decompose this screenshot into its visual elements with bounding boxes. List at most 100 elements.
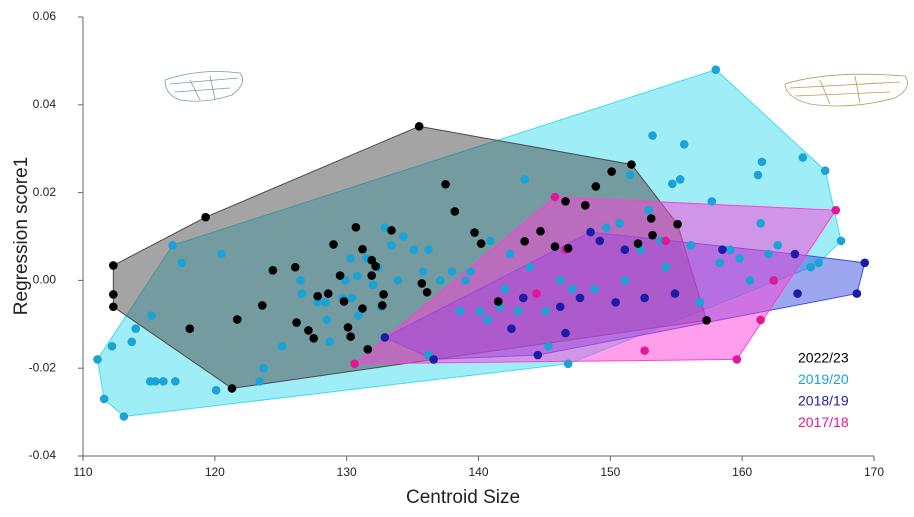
point [513,306,523,316]
y-tick-label: 0.00 [33,273,57,287]
point [667,179,677,189]
point [151,377,160,386]
point [520,175,529,184]
point [435,276,445,285]
point [455,306,465,316]
point [745,276,755,285]
point [675,175,685,184]
point [711,65,721,74]
y-tick-label: 0.06 [33,9,57,23]
point [461,276,470,285]
point [429,355,438,364]
point [620,276,630,285]
point [595,236,605,246]
x-tick-label: 160 [732,465,752,479]
point [702,316,711,325]
point [735,254,744,263]
point [424,245,433,254]
x-axis-title: Centroid Size [406,487,520,508]
point [798,153,808,162]
point [483,315,493,325]
point [586,227,595,237]
point [806,262,816,272]
y-tick-label: 0.02 [33,185,57,199]
point [257,301,267,310]
y-tick-label: -0.04 [29,448,57,462]
point [127,337,137,347]
point [107,341,117,351]
point [646,214,656,223]
point [561,328,570,338]
point [297,289,307,298]
wing-right [784,73,908,107]
x-tick-label: 110 [73,465,92,479]
legend-label: 2019/20 [798,371,849,387]
point [201,212,210,222]
point [325,337,334,347]
point [500,284,510,294]
point [615,219,624,228]
point [831,205,841,215]
point [633,239,643,248]
point [602,223,611,233]
point [211,385,221,395]
point [732,355,742,364]
x-tick-label: 130 [337,465,357,479]
point [814,258,823,268]
point [371,262,380,271]
point [335,271,345,280]
point [493,297,503,306]
point [347,293,357,303]
y-tick-label: 0.04 [33,97,57,111]
point [450,207,460,216]
point [563,359,573,369]
point [753,170,763,180]
point [670,289,680,298]
point [769,276,779,285]
point [363,345,373,354]
point [661,262,671,272]
point [726,245,735,254]
point [673,219,682,229]
point [591,182,601,191]
point [520,237,529,246]
wing-left [164,71,244,102]
point [350,359,359,369]
point [159,377,168,386]
point [109,302,118,312]
point [640,293,649,303]
point [679,140,689,149]
point [109,261,118,270]
point [648,131,657,140]
x-tick-label: 170 [864,465,884,479]
point [620,245,630,254]
point [707,197,717,206]
y-axis-title: Regression score1 [11,157,32,315]
point [836,236,846,246]
point [321,298,330,307]
y-tick-label: -0.02 [29,360,57,374]
legend-label: 2017/18 [798,414,849,430]
point [541,306,551,316]
point [367,255,377,265]
x-tick-label: 140 [468,465,488,479]
legend-label: 2018/19 [798,393,849,409]
point [399,232,408,241]
point [277,341,287,351]
point [109,290,118,299]
point [168,240,177,250]
point [170,377,180,386]
point [607,167,616,176]
point [718,245,727,254]
point [756,315,765,325]
point [447,267,457,276]
point [611,298,620,307]
point [625,170,635,180]
point [519,293,528,303]
point [358,304,367,313]
point [329,240,338,249]
point [387,240,396,250]
point [309,334,319,343]
point [644,205,653,215]
